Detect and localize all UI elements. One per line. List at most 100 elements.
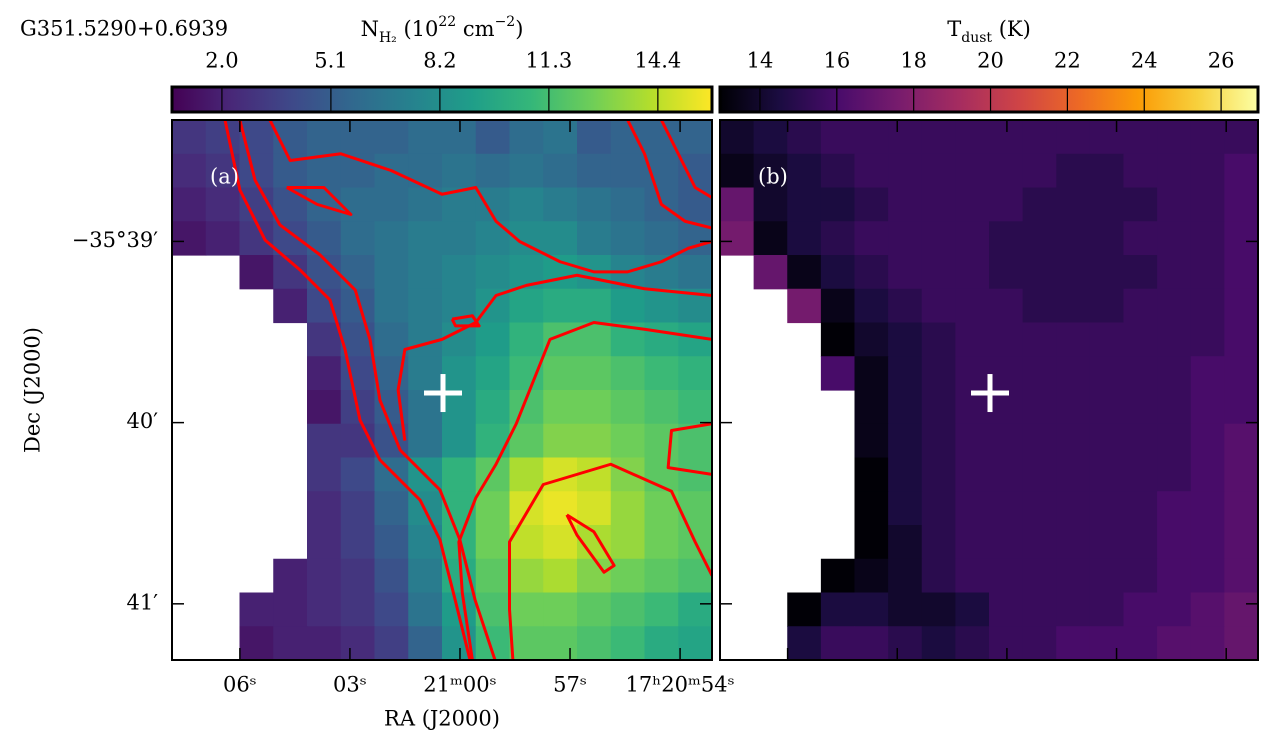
pixel — [955, 120, 990, 155]
y-tick-label: 40′ — [127, 409, 159, 433]
pixel — [408, 120, 443, 155]
pixel — [854, 592, 889, 627]
pixel — [374, 255, 409, 290]
pixel — [577, 288, 612, 324]
pixel — [1123, 153, 1158, 189]
pixel — [720, 153, 755, 189]
pixel — [442, 356, 477, 391]
colorbar-tick-label: 14 — [747, 49, 774, 73]
pixel — [955, 423, 990, 459]
pixel — [1089, 153, 1125, 189]
pixel — [307, 153, 342, 189]
pixel — [888, 288, 923, 324]
pixel — [340, 525, 376, 560]
x-tick-label: 17ʰ20ᵐ54ˢ — [625, 673, 734, 697]
contour — [626, 120, 712, 230]
y-axis-label: Dec (J2000) — [21, 327, 45, 453]
pixel — [1190, 626, 1225, 660]
pixel — [577, 558, 612, 594]
pixel — [820, 592, 856, 627]
pixel — [340, 356, 376, 391]
pixel — [820, 255, 856, 290]
pixel — [307, 457, 342, 492]
pixel — [509, 153, 544, 189]
pixel — [509, 457, 544, 492]
pixel — [1190, 592, 1225, 627]
pixel — [1224, 356, 1258, 391]
pixel — [543, 153, 578, 189]
pixel — [1157, 525, 1192, 560]
pixel — [1089, 288, 1125, 324]
pixel — [921, 322, 956, 357]
pixel — [307, 491, 342, 526]
pixel — [1190, 525, 1225, 560]
pixel — [787, 255, 822, 290]
pixel — [610, 457, 646, 492]
pixel — [787, 626, 822, 660]
pixel — [475, 153, 511, 189]
pixel — [577, 221, 612, 256]
pixel — [989, 457, 1024, 492]
pixel — [442, 322, 477, 357]
pixel — [678, 491, 712, 526]
pixel — [1022, 525, 1057, 560]
pixel — [1056, 221, 1091, 256]
pixel — [1123, 221, 1158, 256]
pixel — [543, 255, 578, 290]
pixel — [1224, 525, 1258, 560]
pixel — [1190, 221, 1225, 256]
pixel — [1190, 288, 1225, 324]
pixel — [509, 491, 544, 526]
pixel — [1190, 153, 1225, 189]
colorbar-label-part: cm — [456, 17, 494, 41]
pixel — [1089, 592, 1125, 627]
pixel — [787, 288, 822, 324]
pixel — [1123, 491, 1158, 526]
pixel — [340, 626, 376, 660]
pixel — [1089, 120, 1125, 155]
pixel — [888, 592, 923, 627]
pixel — [921, 187, 956, 222]
pixel — [678, 626, 712, 660]
pixel — [374, 457, 409, 492]
pixel — [307, 592, 342, 627]
pixel — [678, 390, 712, 425]
pixel — [989, 288, 1024, 324]
pixel — [1089, 423, 1125, 459]
pixel — [442, 255, 477, 290]
pixel — [408, 288, 443, 324]
pixel — [888, 558, 923, 594]
pixel — [374, 558, 409, 594]
pixel — [854, 187, 889, 222]
colorbar-tick-label: 5.1 — [314, 49, 347, 73]
pixel — [1089, 255, 1125, 290]
pixel — [1157, 221, 1192, 256]
pixel — [1056, 153, 1091, 189]
pixel — [1056, 288, 1091, 324]
pixel — [1089, 221, 1125, 256]
panel-label: (b) — [758, 165, 788, 189]
pixel — [888, 187, 923, 222]
pixel — [273, 221, 308, 256]
pixel — [1157, 626, 1192, 660]
pixel — [820, 558, 856, 594]
pixel — [989, 423, 1024, 459]
contour — [223, 120, 472, 660]
pixel — [543, 423, 578, 459]
colorbar-tick-label: 16 — [823, 49, 850, 73]
pixel — [1123, 390, 1158, 425]
pixel — [408, 356, 443, 391]
pixel — [307, 626, 342, 660]
pixel — [955, 322, 990, 357]
pixel — [543, 626, 578, 660]
pixel — [787, 153, 822, 189]
pixel — [921, 558, 956, 594]
pixel — [374, 187, 409, 222]
contour — [268, 120, 712, 274]
pixel — [610, 120, 646, 155]
pixel — [678, 120, 712, 155]
pixel — [543, 491, 578, 526]
pixel — [273, 592, 308, 627]
pixel — [854, 423, 889, 459]
pixel — [610, 221, 646, 256]
